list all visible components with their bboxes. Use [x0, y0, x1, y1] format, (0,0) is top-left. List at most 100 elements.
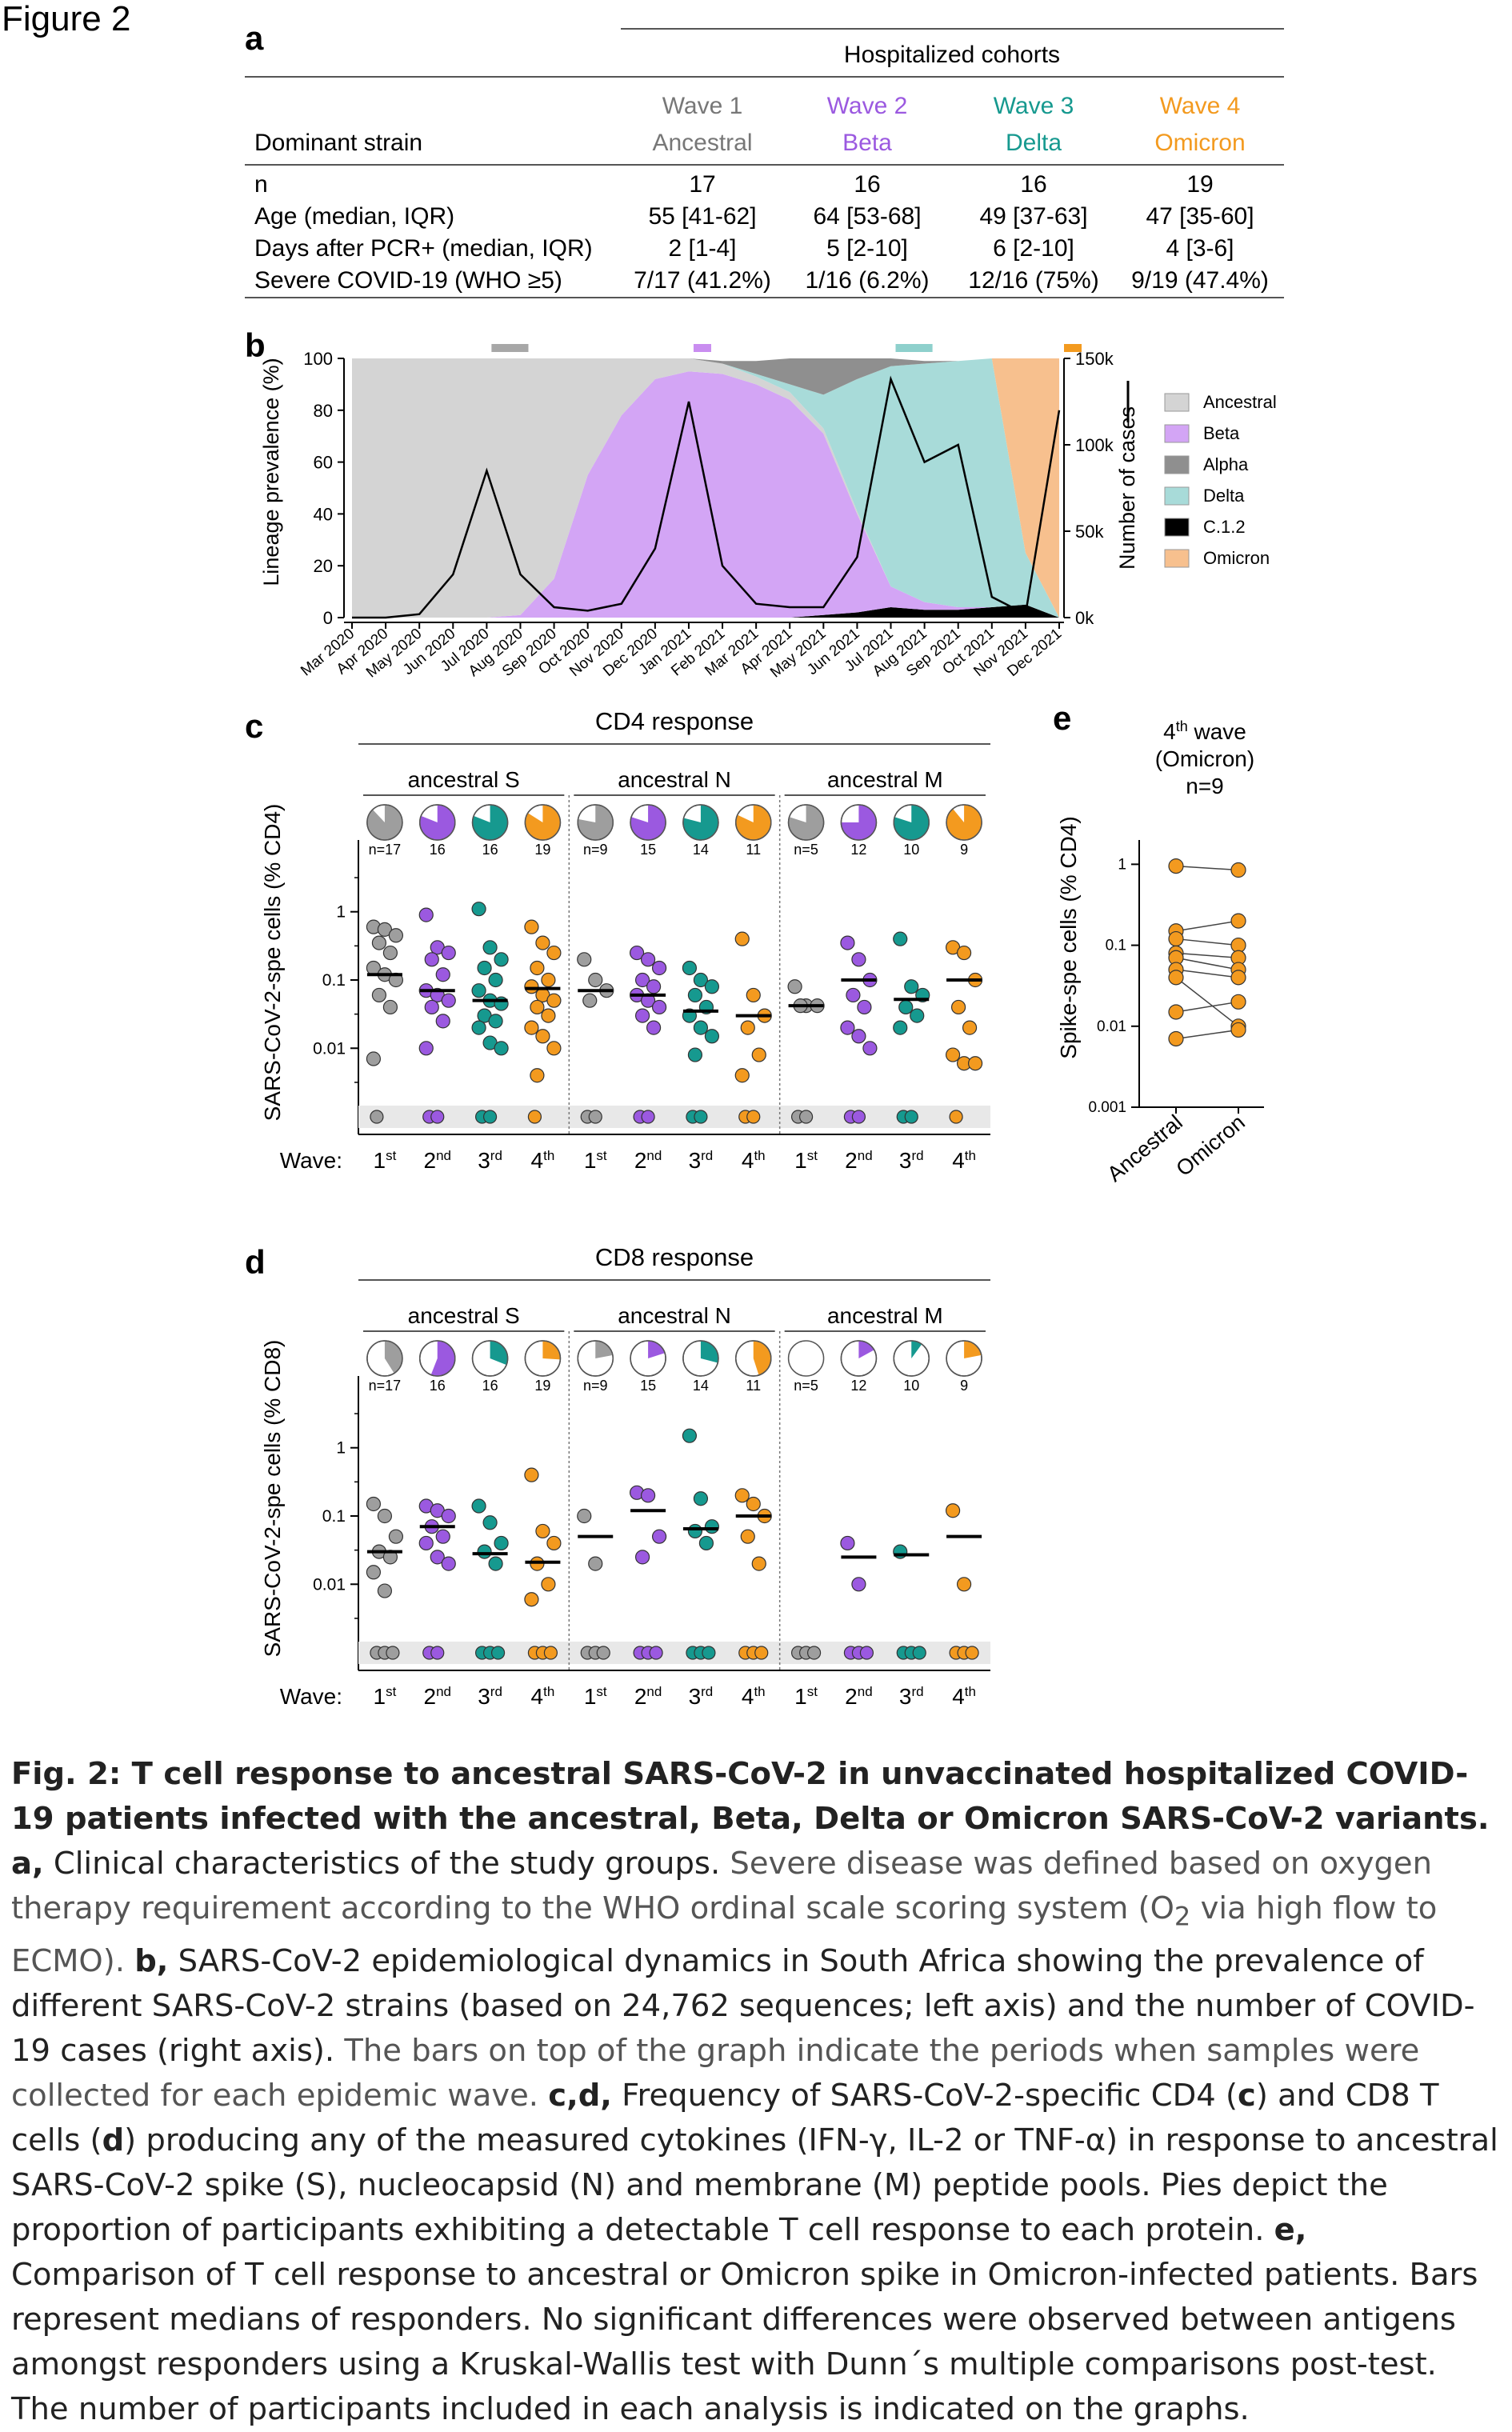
data-point	[862, 1041, 878, 1056]
data-point	[734, 1068, 750, 1083]
cases-line	[352, 375, 1061, 619]
b-ytick-label: 0	[323, 608, 333, 628]
panel-d: d CD8 response SARS-CoV-2-spe cells (% C…	[245, 1243, 990, 1709]
pie-slice	[430, 1341, 455, 1377]
data-point	[366, 1496, 382, 1512]
n-label: 16	[430, 842, 446, 858]
col1-wave: Wave 1	[662, 93, 743, 119]
data-point	[634, 1008, 650, 1023]
caption-a-text: Clinical characteristics of the study gr…	[43, 1846, 730, 1882]
b-ytick-label: 80	[314, 401, 333, 421]
data-point	[546, 993, 562, 1008]
e-pair-line	[1175, 952, 1239, 959]
data-point	[962, 1020, 978, 1035]
panel-e: e 4th wave (Omicron) n=9 Spike-spe cells…	[1053, 699, 1264, 1186]
pie-slice	[366, 804, 402, 840]
pie-slice	[595, 1340, 613, 1358]
x-tick-label: 1st	[794, 1684, 818, 1709]
legend-label-delta: Delta	[1203, 486, 1245, 506]
data-point	[546, 1041, 562, 1056]
c-title: CD4 response	[595, 707, 754, 735]
x-tick-label: 1st	[794, 1148, 818, 1173]
data-point	[651, 999, 667, 1015]
caption-b-text2: The bars on top of the graph indicate th…	[11, 2032, 1420, 2114]
caption-cd-text3: ) producing any of the measured cytokine…	[11, 2122, 1498, 2248]
non-responder-point	[702, 1646, 716, 1660]
x-tick-label: 1st	[374, 1684, 397, 1709]
data-point	[945, 1503, 961, 1518]
e-ytick-label: 0.01	[1097, 1018, 1126, 1035]
caption-cd-text1: Frequency of SARS-CoV-2-specific CD4 (	[611, 2077, 1238, 2114]
ytick-label: 0.01	[313, 1575, 346, 1594]
x-tick-label: 3rd	[478, 1148, 502, 1173]
panel-d-label: d	[245, 1243, 266, 1281]
antigen-label: ancestral M	[827, 767, 943, 792]
data-point	[751, 1047, 766, 1062]
n-label: 16	[430, 1378, 446, 1394]
data-point	[746, 1496, 761, 1512]
data-point	[482, 940, 498, 955]
pie-slice	[472, 805, 508, 840]
x-tick-label: 2nd	[634, 1684, 662, 1709]
caption-a-text3: via high flow to ECMO).	[11, 1890, 1438, 1979]
x-tick-label: 4th	[742, 1148, 766, 1173]
data-point	[524, 1592, 539, 1607]
e-pair-line	[1175, 957, 1239, 970]
e-point-omicron	[1230, 970, 1246, 986]
legend-swatch-omicron	[1164, 549, 1190, 568]
col2-wave: Wave 2	[827, 93, 908, 119]
pie-outline	[524, 804, 562, 841]
caption-cd-text2: ) and CD8 T cells (	[11, 2077, 1439, 2158]
data-point	[634, 972, 650, 988]
non-responder-point	[386, 1646, 400, 1660]
col3-wave: Wave 3	[994, 93, 1074, 119]
x-tick-label: 4th	[531, 1148, 555, 1173]
data-point	[524, 919, 539, 934]
table-cell: 7/17 (41.2%)	[634, 267, 771, 294]
legend-label-omicron: Omicron	[1203, 548, 1270, 568]
data-point	[541, 972, 556, 988]
n-label: 12	[850, 842, 866, 858]
data-point	[488, 1014, 503, 1029]
non-responder-point	[949, 1110, 963, 1124]
antigen-label: ancestral N	[618, 767, 731, 792]
caption-cd-label: c,d,	[548, 2077, 612, 2114]
pie-slice	[735, 805, 771, 841]
data-point	[377, 922, 393, 937]
data-point	[441, 945, 456, 961]
data-point	[857, 999, 872, 1015]
x-tick-label: 1st	[584, 1148, 607, 1173]
caption-a-text2: Severe disease was defined based on oxyg…	[11, 1846, 1433, 1926]
data-point	[704, 1519, 720, 1534]
data-point	[441, 993, 456, 1008]
legend-swatch-beta	[1164, 424, 1190, 443]
data-point	[530, 999, 545, 1015]
caption-body: a, Clinical characteristics of the study…	[11, 1842, 1501, 2432]
data-point	[910, 1008, 925, 1023]
b-y2tick-label: 150k	[1075, 349, 1114, 369]
n-label: 14	[693, 842, 709, 858]
ytick-label: 1	[336, 1439, 346, 1458]
pie-slice	[911, 1341, 922, 1358]
col4-wave: Wave 4	[1160, 93, 1241, 119]
table-cell: 9/19 (47.4%)	[1131, 267, 1269, 294]
data-point	[734, 1488, 750, 1503]
data-point	[629, 945, 645, 961]
non-responder-point	[965, 1646, 979, 1660]
table-cell: 47 [35-60]	[1146, 203, 1254, 230]
legend-swatch-alpha	[1164, 455, 1190, 474]
pie-slice	[630, 804, 666, 840]
caption-a-sub: 2	[1174, 1901, 1191, 1932]
antigen-label: ancestral N	[618, 1303, 731, 1328]
n-label: 10	[903, 842, 919, 858]
n-label: n=5	[794, 1378, 818, 1394]
data-point	[950, 999, 966, 1015]
e-point-omicron	[1230, 994, 1246, 1010]
pie-background	[787, 1340, 825, 1377]
pie-outline	[471, 804, 509, 841]
data-point	[424, 999, 439, 1015]
caption-e-text: Comparison of T cell response to ancestr…	[11, 2256, 1478, 2427]
antigen-label: ancestral M	[827, 1303, 943, 1328]
data-point	[435, 967, 450, 982]
